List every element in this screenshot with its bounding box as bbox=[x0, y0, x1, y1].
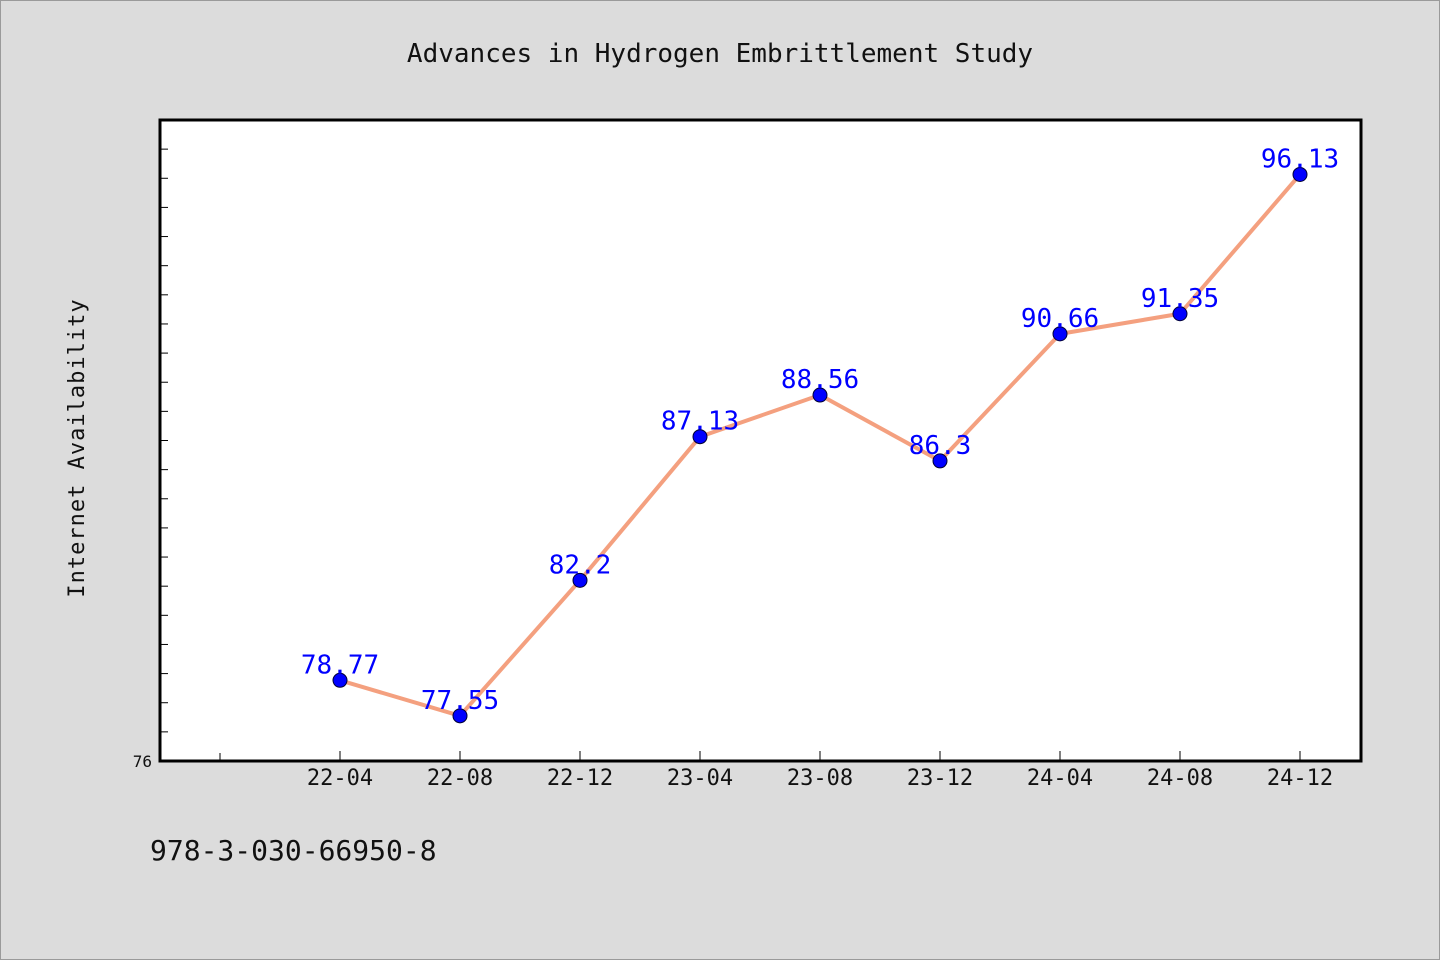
data-point bbox=[452, 708, 468, 724]
data-label: 82.2 bbox=[549, 550, 612, 580]
y-tick-label: 76 bbox=[133, 752, 152, 771]
data-label: 88.56 bbox=[781, 365, 859, 395]
x-tick-label: 24-12 bbox=[1267, 766, 1333, 791]
x-tick-label: 24-04 bbox=[1027, 766, 1093, 791]
data-point bbox=[812, 387, 828, 403]
data-label: 77.55 bbox=[421, 686, 499, 716]
data-label: 86.3 bbox=[909, 431, 972, 461]
data-point bbox=[332, 672, 348, 688]
data-point bbox=[1172, 306, 1188, 322]
x-tick-label: 23-08 bbox=[787, 766, 853, 791]
data-point bbox=[1052, 326, 1068, 342]
data-point bbox=[572, 572, 588, 588]
data-point bbox=[932, 453, 948, 469]
data-point bbox=[1292, 166, 1308, 182]
data-labels: 78.77 77.55 82.2 87.13 88.56 86.3 90.66 91.35 96… bbox=[301, 144, 1339, 715]
plot-area bbox=[158, 118, 1363, 763]
x-tick-label: 22-08 bbox=[427, 766, 493, 791]
data-point bbox=[692, 429, 708, 445]
data-label: 78.77 bbox=[301, 650, 379, 680]
x-tick-label: 23-04 bbox=[667, 766, 733, 791]
data-label: 96.13 bbox=[1261, 144, 1339, 174]
y-axis-label: Internet Availability bbox=[65, 298, 90, 597]
x-tick-label: 23-12 bbox=[907, 766, 973, 791]
data-label: 91.35 bbox=[1141, 284, 1219, 314]
x-tick-label: 24-08 bbox=[1147, 766, 1213, 791]
data-label: 90.66 bbox=[1021, 304, 1099, 334]
x-tick-label: 22-12 bbox=[547, 766, 613, 791]
data-markers bbox=[332, 166, 1308, 724]
isbn-code: 978-3-030-66950-8 bbox=[150, 834, 437, 867]
x-axis-ticks: 22-04 22-08 22-12 23-04 23-08 23-12 24-04 24-08… bbox=[219, 751, 1333, 791]
data-label: 87.13 bbox=[661, 407, 739, 437]
chart-title: Advances in Hydrogen Embrittlement Study bbox=[407, 39, 1033, 69]
x-tick-label: 22-04 bbox=[307, 766, 373, 791]
y-axis-ticks: 76 bbox=[133, 119, 168, 771]
